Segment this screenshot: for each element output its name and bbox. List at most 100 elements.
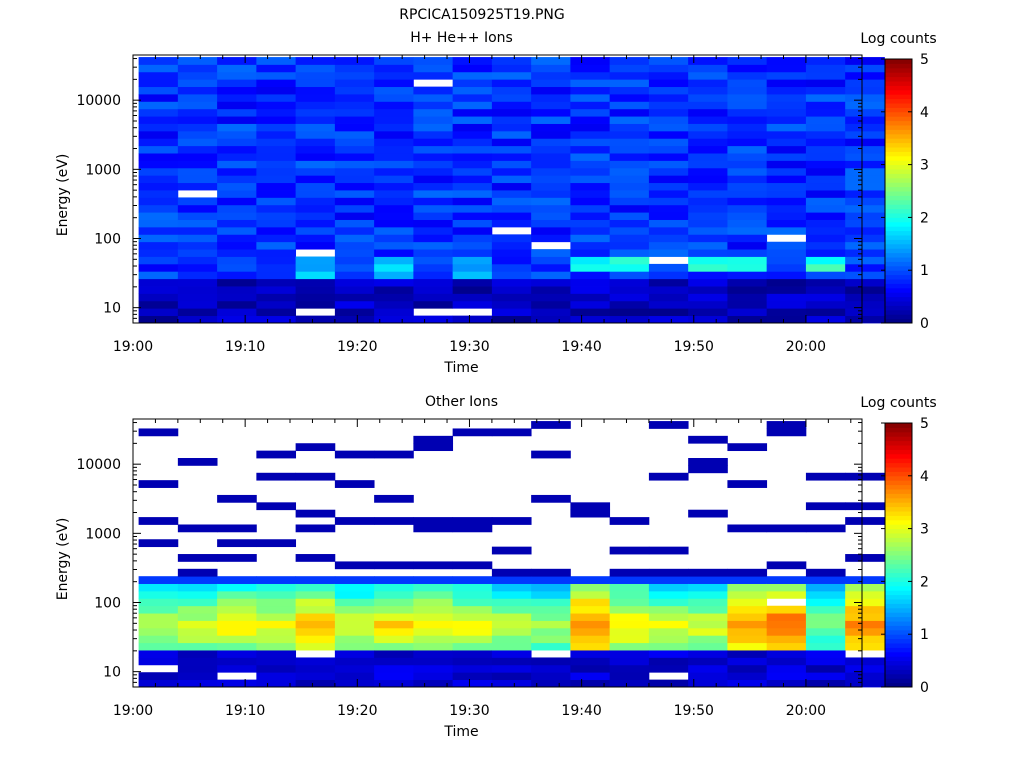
- heatmap-cell: [177, 175, 218, 184]
- colorbar-segment: [885, 682, 912, 688]
- heatmap-cell: [217, 308, 257, 317]
- heatmap-cell: [256, 256, 297, 265]
- heatmap-cell: [805, 664, 846, 673]
- heatmap-cell: [217, 263, 257, 272]
- heatmap-cell: [766, 108, 807, 117]
- colorbar-segment: [885, 279, 912, 284]
- heatmap-cell: [766, 576, 807, 584]
- colorbar-segment: [885, 431, 912, 437]
- heatmap-cell: [334, 583, 375, 592]
- heatmap-cell: [138, 293, 179, 302]
- heatmap-cell: [295, 167, 336, 176]
- heatmap-cell: [413, 435, 454, 444]
- heatmap-cell: [766, 421, 807, 429]
- heatmap-cell: [452, 123, 493, 132]
- heatmap-cell: [256, 308, 297, 317]
- colorbar-segment: [885, 164, 912, 170]
- heatmap-cell: [217, 204, 257, 213]
- heatmap-cell: [177, 249, 218, 257]
- heatmap-cell: [177, 583, 218, 592]
- heatmap-cell: [138, 190, 179, 198]
- heatmap-cell: [805, 116, 846, 124]
- heatmap-cell: [452, 635, 493, 644]
- colorbar-segment: [885, 585, 912, 591]
- heatmap-cell: [805, 605, 846, 614]
- heatmap-cell: [413, 226, 454, 235]
- heatmap-cell: [805, 130, 846, 139]
- heatmap-cell: [688, 664, 728, 673]
- heatmap-cell: [648, 583, 689, 592]
- heatmap-cell: [609, 212, 650, 220]
- colorbar-segment: [885, 199, 912, 205]
- heatmap-cell: [766, 123, 807, 132]
- heatmap-cell: [334, 219, 375, 228]
- heatmap-cell: [217, 71, 257, 80]
- heatmap-cell: [374, 271, 414, 280]
- heatmap-cell: [805, 583, 846, 592]
- heatmap-cell: [766, 300, 807, 309]
- heatmap-cell: [256, 450, 297, 459]
- colorbar-segment: [885, 449, 912, 455]
- heatmap-cell: [295, 123, 336, 132]
- heatmap-cell: [766, 130, 807, 139]
- heatmap-cell: [845, 517, 885, 525]
- colorbar-segment: [885, 616, 912, 622]
- colorbar-segment: [885, 669, 912, 675]
- heatmap-cell: [845, 249, 885, 257]
- heatmap-cell: [295, 94, 336, 102]
- heatmap-cell: [491, 428, 532, 437]
- heatmap-cell: [452, 605, 493, 614]
- heatmap-cell: [256, 263, 297, 272]
- heatmap-cell: [491, 71, 532, 80]
- heatmap-cell: [177, 71, 218, 80]
- heatmap-cell: [256, 57, 297, 65]
- heatmap-cell: [845, 263, 885, 272]
- heatmap-cell: [609, 315, 650, 324]
- colorbar-segment: [885, 445, 912, 450]
- heatmap-cell: [491, 613, 532, 621]
- heatmap-cell: [570, 94, 611, 102]
- heatmap-cell: [452, 160, 493, 169]
- heatmap-cell: [138, 605, 179, 614]
- heatmap-cell: [727, 212, 768, 220]
- heatmap-cell: [452, 190, 493, 198]
- heatmap-cell: [805, 657, 846, 666]
- heatmap-cell: [766, 145, 807, 154]
- heatmap-cell: [491, 197, 532, 206]
- y-axis-label: Energy (eV): [55, 154, 71, 237]
- heatmap-cell: [648, 642, 689, 651]
- heatmap-cell: [256, 642, 297, 651]
- heatmap-cell: [648, 613, 689, 621]
- heatmap-cell: [138, 182, 179, 191]
- heatmap-cell: [845, 145, 885, 154]
- heatmap-cell: [413, 657, 454, 666]
- heatmap-cell: [217, 212, 257, 220]
- heatmap-cell: [766, 175, 807, 184]
- heatmap-cell: [413, 293, 454, 302]
- heatmap-cell: [413, 300, 454, 309]
- heatmap-cell: [491, 241, 532, 250]
- heatmap-cell: [727, 138, 768, 147]
- heatmap-cell: [845, 642, 885, 651]
- heatmap-cell: [531, 421, 571, 429]
- heatmap-cell: [491, 256, 532, 265]
- heatmap-cell: [688, 101, 728, 110]
- heatmap-cell: [374, 672, 414, 681]
- heatmap-cell: [452, 167, 493, 176]
- heatmap-cell: [295, 256, 336, 265]
- heatmap-cell: [374, 160, 414, 169]
- heatmap-cell: [609, 249, 650, 257]
- heatmap-cell: [177, 679, 218, 688]
- heatmap-cell: [570, 153, 611, 161]
- heatmap-cell: [452, 153, 493, 161]
- heatmap-cell: [295, 182, 336, 191]
- heatmap-cell: [138, 263, 179, 272]
- colorbar-tick-label: 2: [920, 210, 929, 226]
- x-tick-label: 20:00: [786, 703, 826, 719]
- heatmap-cell: [648, 650, 689, 658]
- heatmap-cell: [217, 576, 257, 584]
- heatmap-cell: [766, 308, 807, 317]
- heatmap-cell: [688, 116, 728, 124]
- heatmap-cell: [491, 590, 532, 599]
- heatmap-cell: [413, 123, 454, 132]
